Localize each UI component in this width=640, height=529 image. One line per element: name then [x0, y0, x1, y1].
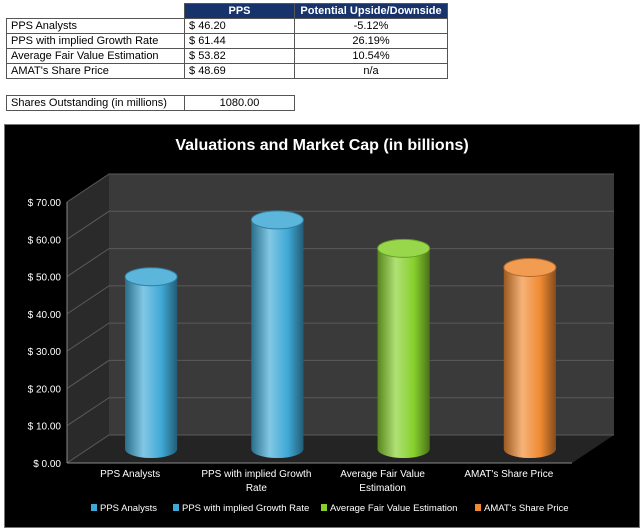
bar [503, 257, 557, 458]
y-tick-label: $ 10.00 [28, 422, 62, 433]
y-tick-label: $ 40.00 [28, 310, 62, 321]
table-row: Average Fair Value Estimation $ 53.82 10… [6, 48, 448, 64]
chart-back-wall [109, 174, 614, 435]
chart-floor [67, 435, 614, 463]
gridline [66, 322, 614, 352]
x-tick-label: Estimation [359, 483, 406, 494]
legend-label: PPS with implied Growth Rate [182, 503, 309, 514]
legend-label: PPS Analysts [100, 503, 157, 514]
row-upside: -5.12% [294, 18, 448, 34]
row-label: Average Fair Value Estimation [6, 48, 185, 64]
gridline [66, 248, 614, 277]
bar [377, 238, 431, 458]
legend-swatch [321, 504, 327, 511]
row-label: PPS with implied Growth Rate [6, 33, 185, 49]
gridline [66, 210, 614, 240]
table-row: Shares Outstanding (in millions) 1080.00 [6, 95, 295, 111]
row-pps: $ 61.44 [184, 33, 295, 49]
y-tick-label: $ 0.00 [33, 459, 61, 470]
x-tick-label: AMAT's Share Price [464, 469, 553, 480]
table-row: PPS with implied Growth Rate $ 61.44 26.… [6, 33, 448, 49]
chart-title: Valuations and Market Cap (in billions) [175, 137, 468, 154]
bar-top-cap [503, 257, 557, 277]
row-pps: $ 48.69 [184, 63, 295, 79]
x-tick-label: Rate [246, 483, 268, 494]
y-tick-label: $ 50.00 [28, 273, 62, 284]
legend-swatch [173, 504, 179, 511]
shares-value: 1080.00 [184, 95, 295, 111]
bar-body-front [503, 267, 556, 449]
table-row: PPS Analysts $ 46.20 -5.12% [6, 18, 448, 34]
legend-swatch [475, 504, 481, 511]
row-upside: 26.19% [294, 33, 448, 49]
x-tick-label: PPS Analysts [100, 469, 160, 480]
pps-value: 48.69 [198, 65, 226, 77]
bar-top-cap [124, 267, 178, 287]
chart-container: Valuations and Market Cap (in billions) $… [4, 124, 640, 528]
row-upside: 10.54% [294, 48, 448, 64]
bar-body-front [125, 276, 178, 449]
gridline [66, 359, 614, 389]
y-tick-label: $ 30.00 [28, 347, 62, 358]
row-pps: $ 53.82 [184, 48, 295, 64]
gridline [66, 173, 614, 203]
y-tick-label: $ 60.00 [28, 235, 62, 246]
currency-symbol: $ [189, 65, 196, 77]
legend-label: AMAT's Share Price [484, 503, 569, 514]
currency-symbol: $ [189, 35, 196, 47]
header-blank [7, 4, 185, 19]
bar [124, 267, 178, 458]
chart-side-wall [67, 174, 109, 463]
y-tick-label: $ 70.00 [28, 198, 62, 209]
pps-value: 61.44 [198, 35, 226, 47]
gridline [66, 285, 614, 315]
gridline [66, 434, 614, 464]
table-row: AMAT's Share Price $ 48.69 n/a [6, 63, 448, 79]
legend-label: Average Fair Value Estimation [330, 503, 457, 514]
x-tick-label: Average Fair Value [340, 469, 425, 480]
legend-swatch [91, 504, 97, 511]
gridline [66, 397, 614, 427]
row-pps: $ 46.20 [184, 18, 295, 34]
pps-value: 53.82 [198, 50, 226, 62]
shares-label: Shares Outstanding (in millions) [6, 95, 185, 111]
valuation-table: PPS Potential Upside/Downside PPS Analys… [6, 3, 448, 79]
bar-body-front [251, 219, 304, 449]
pps-value: 46.20 [198, 20, 226, 32]
currency-symbol: $ [189, 20, 196, 32]
bar-top-cap [377, 238, 431, 258]
x-tick-label: PPS with implied Growth [201, 469, 311, 480]
y-tick-label: $ 20.00 [28, 384, 62, 395]
shares-table: Shares Outstanding (in millions) 1080.00 [6, 95, 295, 111]
row-label: PPS Analysts [6, 18, 185, 34]
currency-symbol: $ [189, 50, 196, 62]
header-upside: Potential Upside/Downside [294, 3, 448, 19]
table-header-row: PPS Potential Upside/Downside [7, 3, 448, 19]
bar-top-cap [250, 210, 304, 230]
row-label: AMAT's Share Price [6, 63, 185, 79]
bar-body-front [377, 248, 430, 449]
row-upside: n/a [294, 63, 448, 79]
bar [250, 210, 304, 458]
header-pps: PPS [184, 3, 295, 19]
valuation-chart: Valuations and Market Cap (in billions) $… [28, 137, 614, 514]
